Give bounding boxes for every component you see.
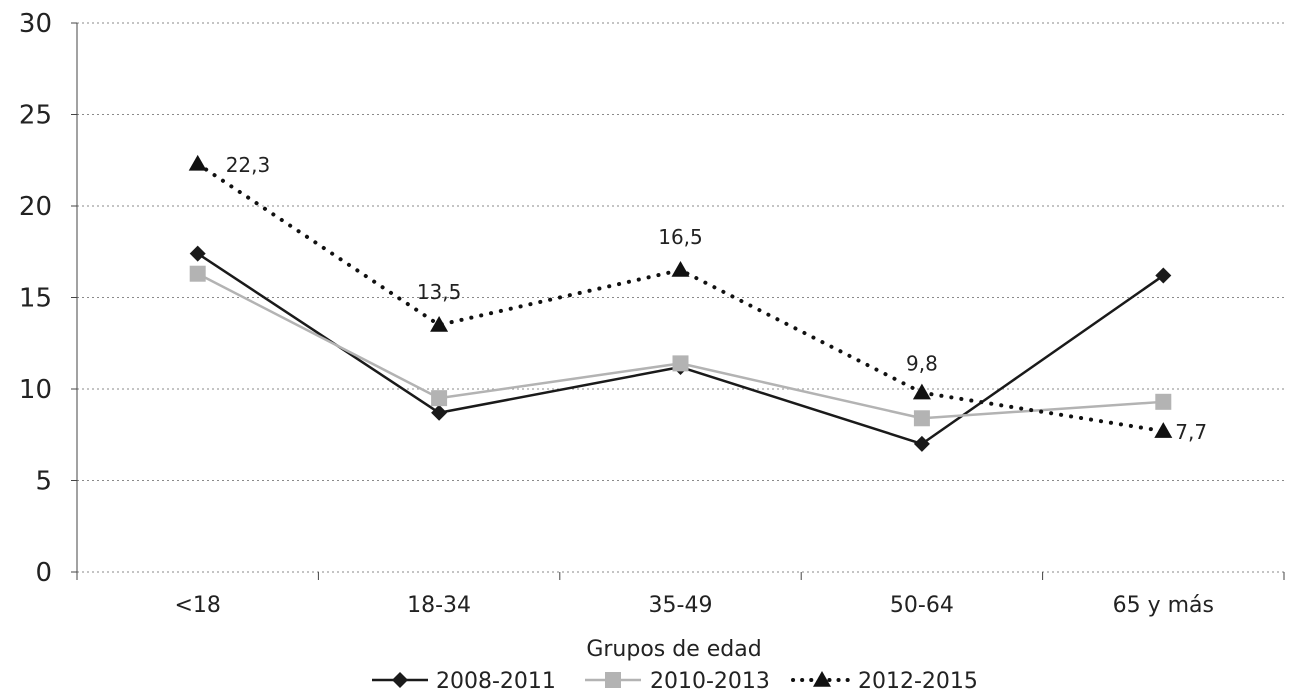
series-2010-2013 — [189, 265, 1172, 427]
legend-label: 2010-2013 — [650, 669, 770, 694]
data-label: 16,5 — [658, 225, 703, 249]
y-tick-label: 10 — [19, 375, 52, 405]
square-marker — [913, 410, 930, 427]
y-tick-label: 0 — [35, 558, 52, 588]
grid — [77, 22, 1284, 573]
series-line — [195, 161, 1166, 434]
x-tick-label: <18 — [174, 593, 220, 618]
axes: 0 5 10 15 20 25 30 <18 18-34 35-49 50-64 65 y más — [19, 9, 1285, 618]
data-label: 9,8 — [906, 352, 938, 376]
legend-item: 2008-2011 — [372, 669, 556, 694]
square-marker — [189, 265, 206, 282]
triangle-marker — [188, 154, 207, 171]
triangle-marker — [912, 383, 931, 400]
x-axis-title: Grupos de edad — [586, 637, 761, 662]
data-labels: 22,3 13,5 16,5 9,8 7,7 — [226, 153, 1207, 444]
legend-item: 2012-2015 — [791, 669, 978, 694]
y-tick-label: 5 — [35, 467, 52, 497]
diamond-marker — [913, 435, 930, 452]
data-label: 7,7 — [1175, 420, 1207, 444]
x-tick-label: 18-34 — [407, 593, 471, 618]
x-tick-label: 50-64 — [890, 593, 954, 618]
legend-triangle-marker — [813, 671, 831, 687]
data-label: 22,3 — [226, 153, 271, 177]
legend-label: 2008-2011 — [436, 669, 556, 694]
legend-label: 2012-2015 — [858, 669, 978, 694]
y-tick-label: 25 — [19, 101, 52, 131]
diamond-marker — [189, 245, 206, 262]
legend-item: 2010-2013 — [585, 669, 770, 694]
legend-square-marker — [605, 672, 621, 688]
triangle-marker — [430, 315, 449, 332]
y-tick-label: 20 — [19, 192, 52, 222]
legend: 2008-2011 2010-2013 2012-2015 — [372, 669, 978, 694]
x-tick-label: 35-49 — [649, 593, 713, 618]
square-marker — [672, 355, 689, 372]
x-tick-label: 65 y más — [1113, 593, 1214, 618]
diamond-marker — [1155, 267, 1172, 284]
y-tick-label: 15 — [19, 284, 52, 314]
series-line — [197, 272, 1164, 420]
series-layer — [188, 154, 1173, 452]
triangle-marker — [671, 261, 690, 277]
legend-diamond-marker — [392, 672, 408, 688]
diamond-marker — [431, 404, 448, 421]
series-2012-2015 — [188, 154, 1173, 438]
data-label: 13,5 — [417, 280, 462, 304]
square-marker — [431, 390, 448, 407]
triangle-marker — [1154, 422, 1173, 438]
y-tick-label: 30 — [19, 9, 52, 39]
square-marker — [1155, 393, 1172, 410]
